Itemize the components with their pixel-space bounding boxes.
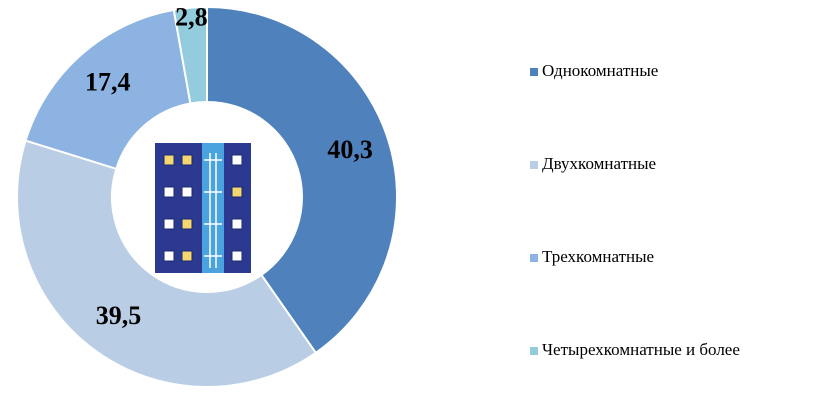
- legend-swatch: [530, 68, 538, 76]
- legend-label: Двухкомнатные: [542, 154, 656, 173]
- value-label: 17,4: [85, 67, 131, 96]
- legend-label: Однокомнатные: [542, 61, 658, 80]
- donut-segment: [206, 5, 398, 355]
- legend-swatch: [530, 161, 538, 169]
- value-label: 39,5: [96, 301, 142, 330]
- donut-segment: [172, 5, 208, 105]
- donut-segment: [16, 139, 318, 388]
- donut-segment: [24, 8, 192, 171]
- legend-label: Четырехкомнатные и более: [542, 340, 740, 359]
- building-icon: [155, 143, 251, 273]
- value-label: 2,8: [175, 3, 208, 32]
- legend-label: Трехкомнатные: [542, 247, 654, 266]
- legend-swatch: [530, 347, 538, 355]
- legend-swatch: [530, 254, 538, 262]
- value-label: 40,3: [327, 135, 373, 164]
